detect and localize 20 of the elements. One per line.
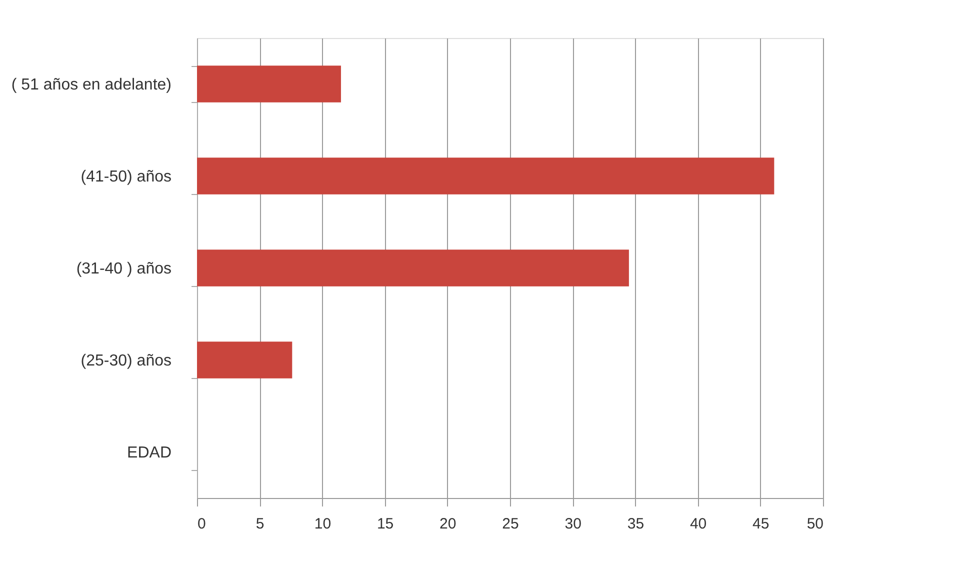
x-tick-label: 30	[564, 516, 582, 532]
x-tick-label: 20	[440, 516, 456, 532]
y-tick-label: EDAD	[127, 444, 172, 462]
x-tick-label: 25	[502, 516, 519, 532]
x-tick-label: 45	[752, 516, 770, 532]
x-tick-label: 50	[806, 516, 824, 532]
y-tick-label: ( 51 años en adelante)	[11, 76, 172, 94]
x-tick-label: 0	[198, 516, 206, 532]
y-tick-label: (31-40 ) años	[76, 260, 172, 278]
x-tick-label: 15	[376, 516, 394, 532]
x-tick-label: 10	[314, 516, 332, 532]
bar	[197, 250, 629, 286]
bar	[197, 158, 774, 194]
y-tick-label: (41-50) años	[80, 168, 172, 186]
bar	[197, 342, 292, 378]
bar	[197, 66, 341, 102]
x-tick-label: 40	[690, 516, 707, 532]
x-tick-label: 5	[256, 516, 264, 532]
y-tick-label: (25-30) años	[80, 352, 172, 370]
x-tick-label: 35	[627, 516, 644, 532]
